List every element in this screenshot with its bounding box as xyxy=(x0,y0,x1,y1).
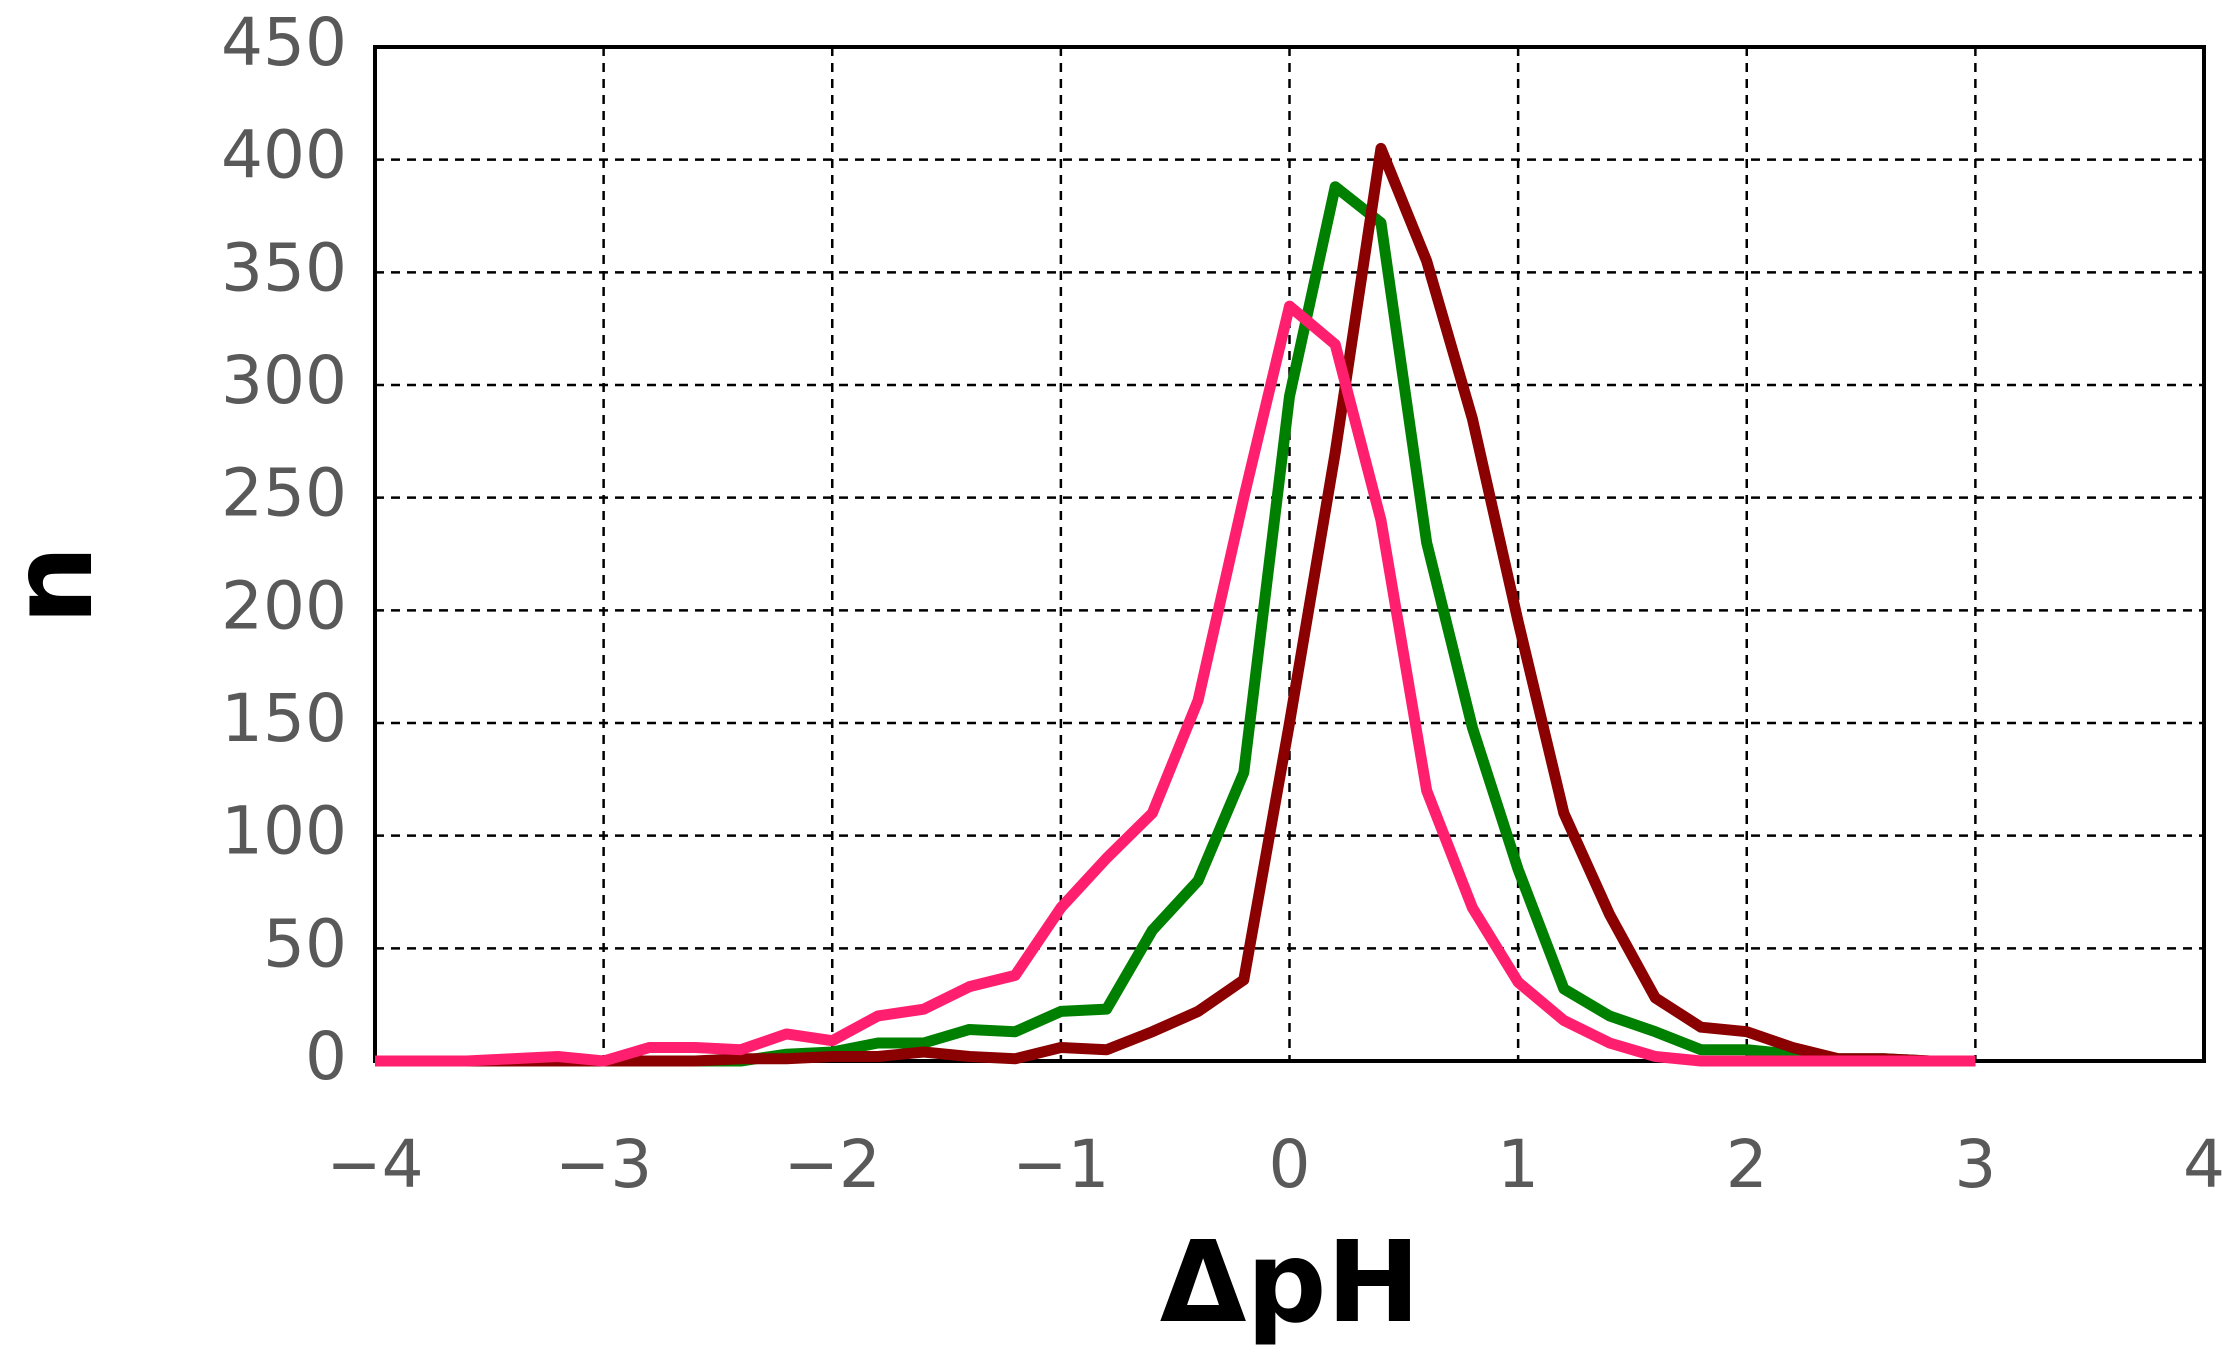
x-tick-label: 4 xyxy=(2183,1126,2222,1203)
y-tick-label: 100 xyxy=(221,793,347,870)
x-tick-label: −2 xyxy=(784,1126,881,1203)
y-tick-label: 150 xyxy=(221,680,347,757)
y-axis-title: n xyxy=(0,545,118,625)
x-tick-label: −1 xyxy=(1012,1126,1109,1203)
x-tick-label: 0 xyxy=(1269,1126,1311,1203)
y-tick-label: 450 xyxy=(221,4,347,81)
x-tick-label: −4 xyxy=(326,1126,423,1203)
y-tick-label: 400 xyxy=(221,117,347,194)
y-tick-label: 350 xyxy=(221,229,347,306)
y-tick-label: 0 xyxy=(305,1018,347,1095)
y-tick-label: 50 xyxy=(263,905,347,982)
y-tick-label: 200 xyxy=(221,567,347,644)
x-tick-label: 1 xyxy=(1497,1126,1539,1203)
x-axis-title: ΔpH xyxy=(1160,1218,1421,1348)
series-line xyxy=(375,300,1976,1067)
x-tick-label: −3 xyxy=(555,1126,652,1203)
x-tick-label: 2 xyxy=(1726,1126,1768,1203)
series-line xyxy=(375,142,1976,1067)
series-line xyxy=(375,181,1976,1067)
x-tick-label: 3 xyxy=(1954,1126,1996,1203)
y-tick-label: 300 xyxy=(221,342,347,419)
plot-frame xyxy=(373,45,2206,1063)
y-tick-label: 250 xyxy=(221,455,347,532)
